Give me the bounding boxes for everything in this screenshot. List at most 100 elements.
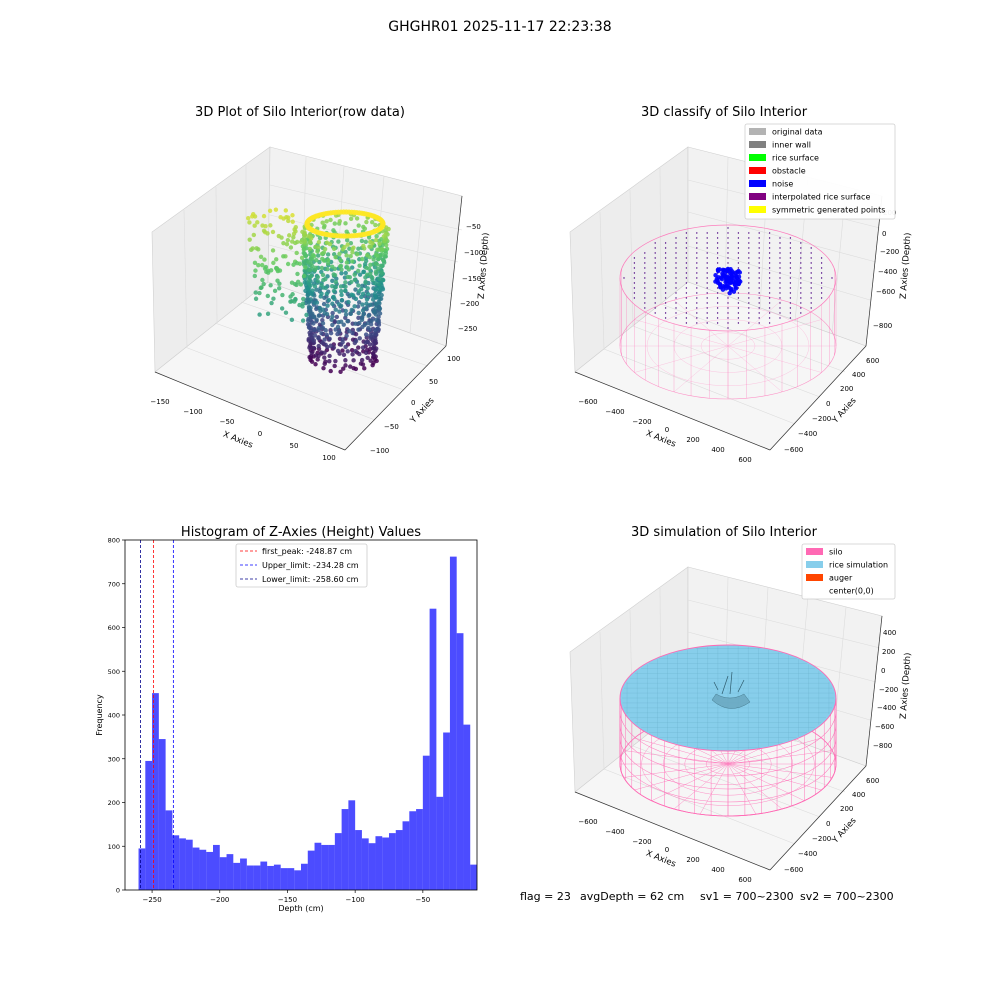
simulation-legend-swatch (806, 548, 823, 555)
raw-point (326, 297, 332, 303)
classify-grid-dot (696, 287, 698, 289)
raw-point (315, 357, 320, 362)
raw-ytick: −50 (384, 423, 399, 431)
raw-point (373, 222, 378, 228)
svg-text:400: 400 (852, 371, 865, 379)
classify-grid-dot (737, 237, 740, 239)
raw-point (363, 239, 368, 244)
raw-point (352, 304, 357, 309)
classify-grid-dot (789, 307, 792, 309)
classify-grid-dot (768, 317, 771, 319)
histogram-bar (395, 830, 403, 890)
classify-grid-dot (644, 277, 646, 279)
classify-grid-dot (789, 272, 792, 274)
simulation-legend-swatch (806, 574, 823, 581)
svg-text:−200: −200 (879, 686, 898, 694)
raw-point (307, 325, 312, 331)
classify-grid-dot (644, 297, 646, 299)
raw-point (345, 242, 350, 247)
classify-grid-dot (748, 287, 750, 289)
raw-point (353, 331, 359, 337)
raw-point (384, 246, 390, 252)
raw-point (370, 346, 376, 351)
raw-point (370, 275, 375, 280)
raw-point (309, 350, 314, 356)
raw-point (257, 312, 262, 317)
svg-text:−400: −400 (605, 408, 624, 416)
raw-point (328, 343, 333, 348)
raw-point (341, 322, 346, 327)
raw-point (361, 243, 366, 249)
raw-point (302, 280, 308, 285)
raw-point (344, 333, 349, 339)
classify-grid-dot (800, 262, 802, 264)
raw-point (363, 258, 369, 264)
raw-point (339, 292, 344, 298)
raw-point (291, 235, 296, 240)
raw-point (349, 307, 354, 313)
raw-point (373, 306, 378, 311)
classify-grid-dot (664, 317, 667, 319)
classify-grid-dot (716, 322, 719, 324)
classify-grid-dot (685, 272, 688, 274)
histogram-bar (240, 858, 247, 890)
classify-grid-dot (654, 262, 656, 264)
histogram-bar (267, 865, 274, 890)
raw-point (268, 268, 274, 273)
classify-grid-dot (800, 247, 802, 249)
classify-grid-dot (727, 322, 729, 324)
classify-grid-dot (706, 272, 708, 274)
classify-grid-dot (696, 322, 698, 324)
classify-grid-dot (810, 292, 812, 294)
svg-text:600: 600 (738, 456, 751, 464)
raw-point (353, 338, 359, 344)
raw-ztick: −200 (460, 300, 479, 308)
svg-text:−200: −200 (812, 415, 831, 423)
classify-legend-swatch (749, 128, 766, 135)
classify-grid-dot (758, 247, 760, 249)
raw-point (369, 219, 375, 225)
histogram-bar (253, 865, 261, 890)
classify-grid-dot (706, 237, 708, 239)
classify-grid-dot (685, 267, 688, 269)
classify-grid-dot (706, 267, 708, 269)
histogram-title: Histogram of Z-Axies (Height) Values (181, 525, 421, 540)
raw-point (268, 223, 273, 228)
raw-point (301, 250, 306, 256)
classify-grid-dot (685, 237, 688, 239)
classify-grid-dot (727, 262, 729, 264)
svg-text:−400: −400 (878, 268, 897, 276)
raw-point (260, 262, 265, 268)
raw-point (343, 363, 348, 368)
classify-grid-dot (654, 252, 656, 254)
simulation-legend: silo rice simulation auger center(0,0) (801, 543, 896, 600)
svg-text:200: 200 (882, 648, 895, 656)
svg-text:−400: −400 (605, 828, 624, 836)
classify-grid-dot (737, 267, 740, 269)
classify-grid-dot (748, 272, 750, 274)
raw-point (321, 250, 327, 255)
raw-point (374, 358, 379, 364)
classify-grid-dot (696, 272, 698, 274)
raw-point (345, 349, 350, 354)
raw-point (330, 310, 335, 316)
classify-grid-dot (685, 282, 688, 284)
raw-point (356, 300, 362, 305)
classify-legend-label: symmetric generated points (772, 206, 885, 215)
raw-point (352, 272, 357, 277)
raw-point (314, 287, 319, 292)
histogram-bar (341, 809, 349, 890)
raw-point (325, 252, 331, 257)
svg-text:0: 0 (665, 846, 669, 854)
status-avg-depth: avgDepth = 62 cm (580, 890, 684, 903)
raw-point (328, 368, 333, 374)
classify-grid-dot (779, 262, 781, 264)
raw-point (280, 292, 285, 298)
classify-grid-dot (664, 247, 667, 249)
classify-grid-dot (800, 302, 802, 304)
histogram-bar (355, 830, 362, 890)
classify-grid-dot (820, 297, 823, 299)
histogram-bar (334, 833, 342, 890)
raw-point (283, 208, 289, 213)
raw-point (328, 330, 334, 336)
